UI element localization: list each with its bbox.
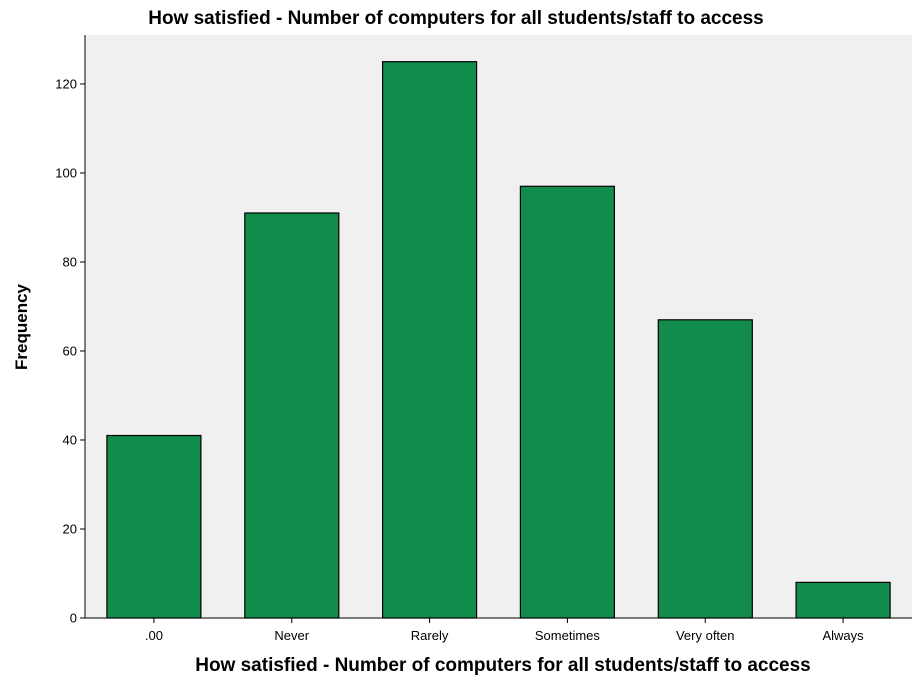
y-tick-label: 0	[70, 611, 77, 626]
x-tick-label: Very often	[676, 628, 735, 643]
bar-rarely	[382, 61, 478, 619]
y-axis: 0 20 40 60 80 100 120	[55, 35, 86, 626]
x-axis-title: How satisfied - Number of computers for …	[195, 655, 811, 676]
y-tick-label: 60	[63, 343, 77, 358]
x-tick-label: Always	[822, 628, 864, 643]
y-tick-label: 120	[55, 76, 77, 91]
chart-title: How satisfied - Number of computers for …	[148, 8, 764, 29]
bar-very-often	[657, 319, 753, 619]
plot-area	[85, 35, 912, 618]
y-tick-label: 100	[55, 165, 77, 180]
x-tick-label: Rarely	[411, 628, 449, 643]
bar-never	[244, 212, 340, 619]
bar-00	[106, 434, 202, 619]
x-axis: .00 Never Rarely Sometimes Very often Always	[85, 617, 912, 643]
x-tick-label: Never	[274, 628, 309, 643]
x-tick-label: Sometimes	[535, 628, 601, 643]
x-tick-label: .00	[145, 628, 163, 643]
y-axis-title: Frequency	[12, 283, 31, 370]
y-tick-label: 40	[63, 432, 77, 447]
y-tick-label: 20	[63, 521, 77, 536]
bars-group	[106, 61, 891, 619]
bar-sometimes	[519, 185, 616, 619]
y-tick-label: 80	[63, 254, 77, 269]
bar-always	[795, 581, 891, 619]
